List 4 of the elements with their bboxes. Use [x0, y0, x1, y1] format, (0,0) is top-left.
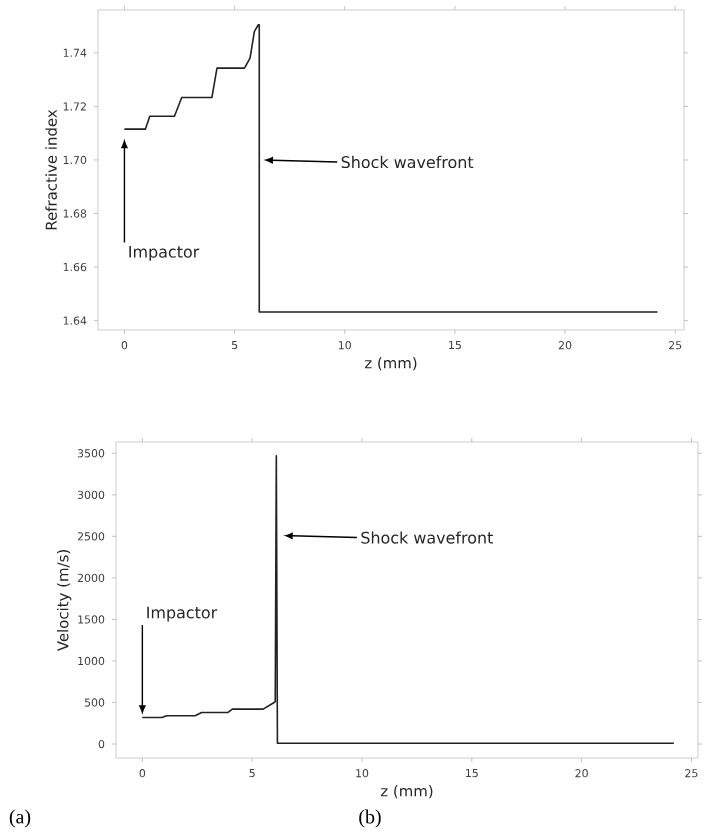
line-series	[123, 23, 659, 313]
text: (b)	[359, 809, 381, 828]
line-series	[141, 454, 675, 745]
text: (a)	[9, 809, 31, 828]
